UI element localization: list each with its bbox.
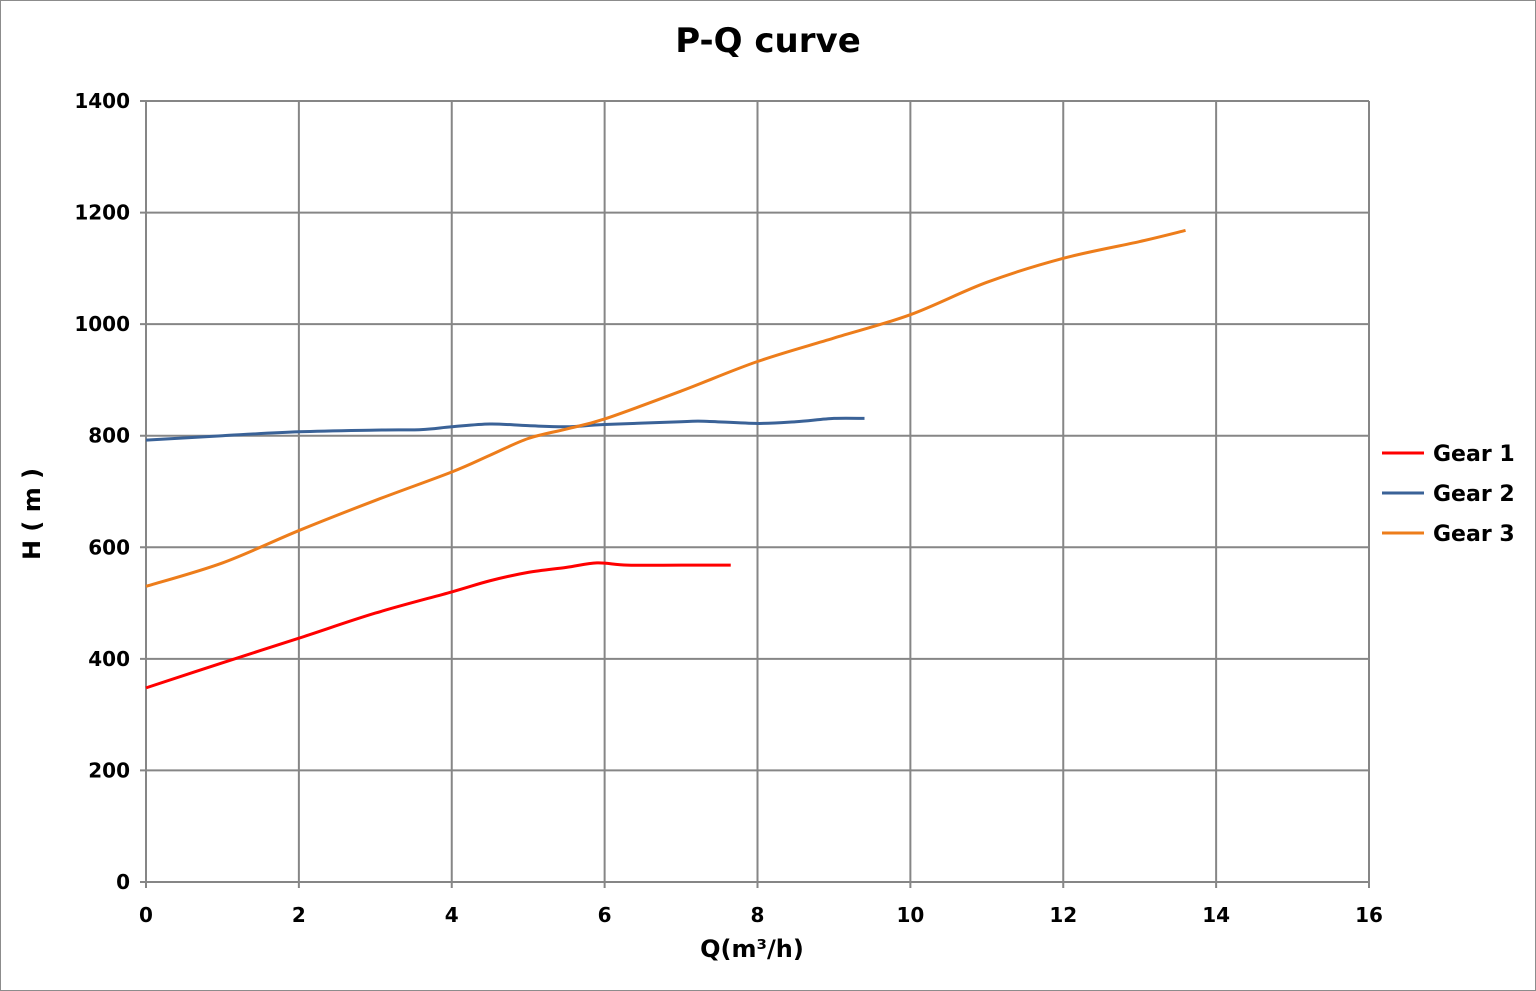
x-axis-label: Q(m³/h) — [700, 935, 804, 963]
series-line-gear-2 — [145, 416, 865, 442]
series-lines — [145, 228, 1186, 690]
grid — [140, 100, 1370, 888]
x-tick-label: 6 — [598, 903, 612, 927]
series-line-gear-1 — [145, 561, 731, 690]
legend: Gear 1 Gear 2 Gear 3 — [1382, 442, 1515, 547]
x-tick-label: 12 — [1049, 903, 1077, 927]
y-tick-label: 800 — [88, 424, 130, 448]
legend-label: Gear 1 — [1433, 442, 1515, 467]
x-tick-label: 16 — [1355, 903, 1383, 927]
y-tick-label: 200 — [88, 758, 130, 782]
legend-label: Gear 3 — [1433, 522, 1515, 547]
tick-labels: 0 2 4 6 8 10 12 14 16 0 200 400 600 800 1000 1200 1400 — [74, 89, 1383, 927]
chart-title: P-Q curve — [675, 21, 861, 61]
y-tick-label: 0 — [116, 870, 130, 894]
y-tick-label: 1000 — [74, 312, 130, 336]
x-tick-label: 8 — [751, 903, 765, 927]
x-tick-label: 0 — [139, 903, 153, 927]
y-axis-label: H ( m ) — [18, 468, 46, 560]
x-tick-label: 10 — [896, 903, 924, 927]
series-line-gear-3 — [145, 228, 1186, 588]
y-tick-label: 1400 — [74, 89, 130, 113]
y-tick-label: 1200 — [74, 201, 130, 225]
y-tick-label: 600 — [88, 535, 130, 559]
legend-label: Gear 2 — [1433, 482, 1515, 507]
y-tick-label: 400 — [88, 647, 130, 671]
x-tick-label: 14 — [1202, 903, 1230, 927]
x-tick-label: 2 — [292, 903, 306, 927]
x-tick-label: 4 — [445, 903, 459, 927]
